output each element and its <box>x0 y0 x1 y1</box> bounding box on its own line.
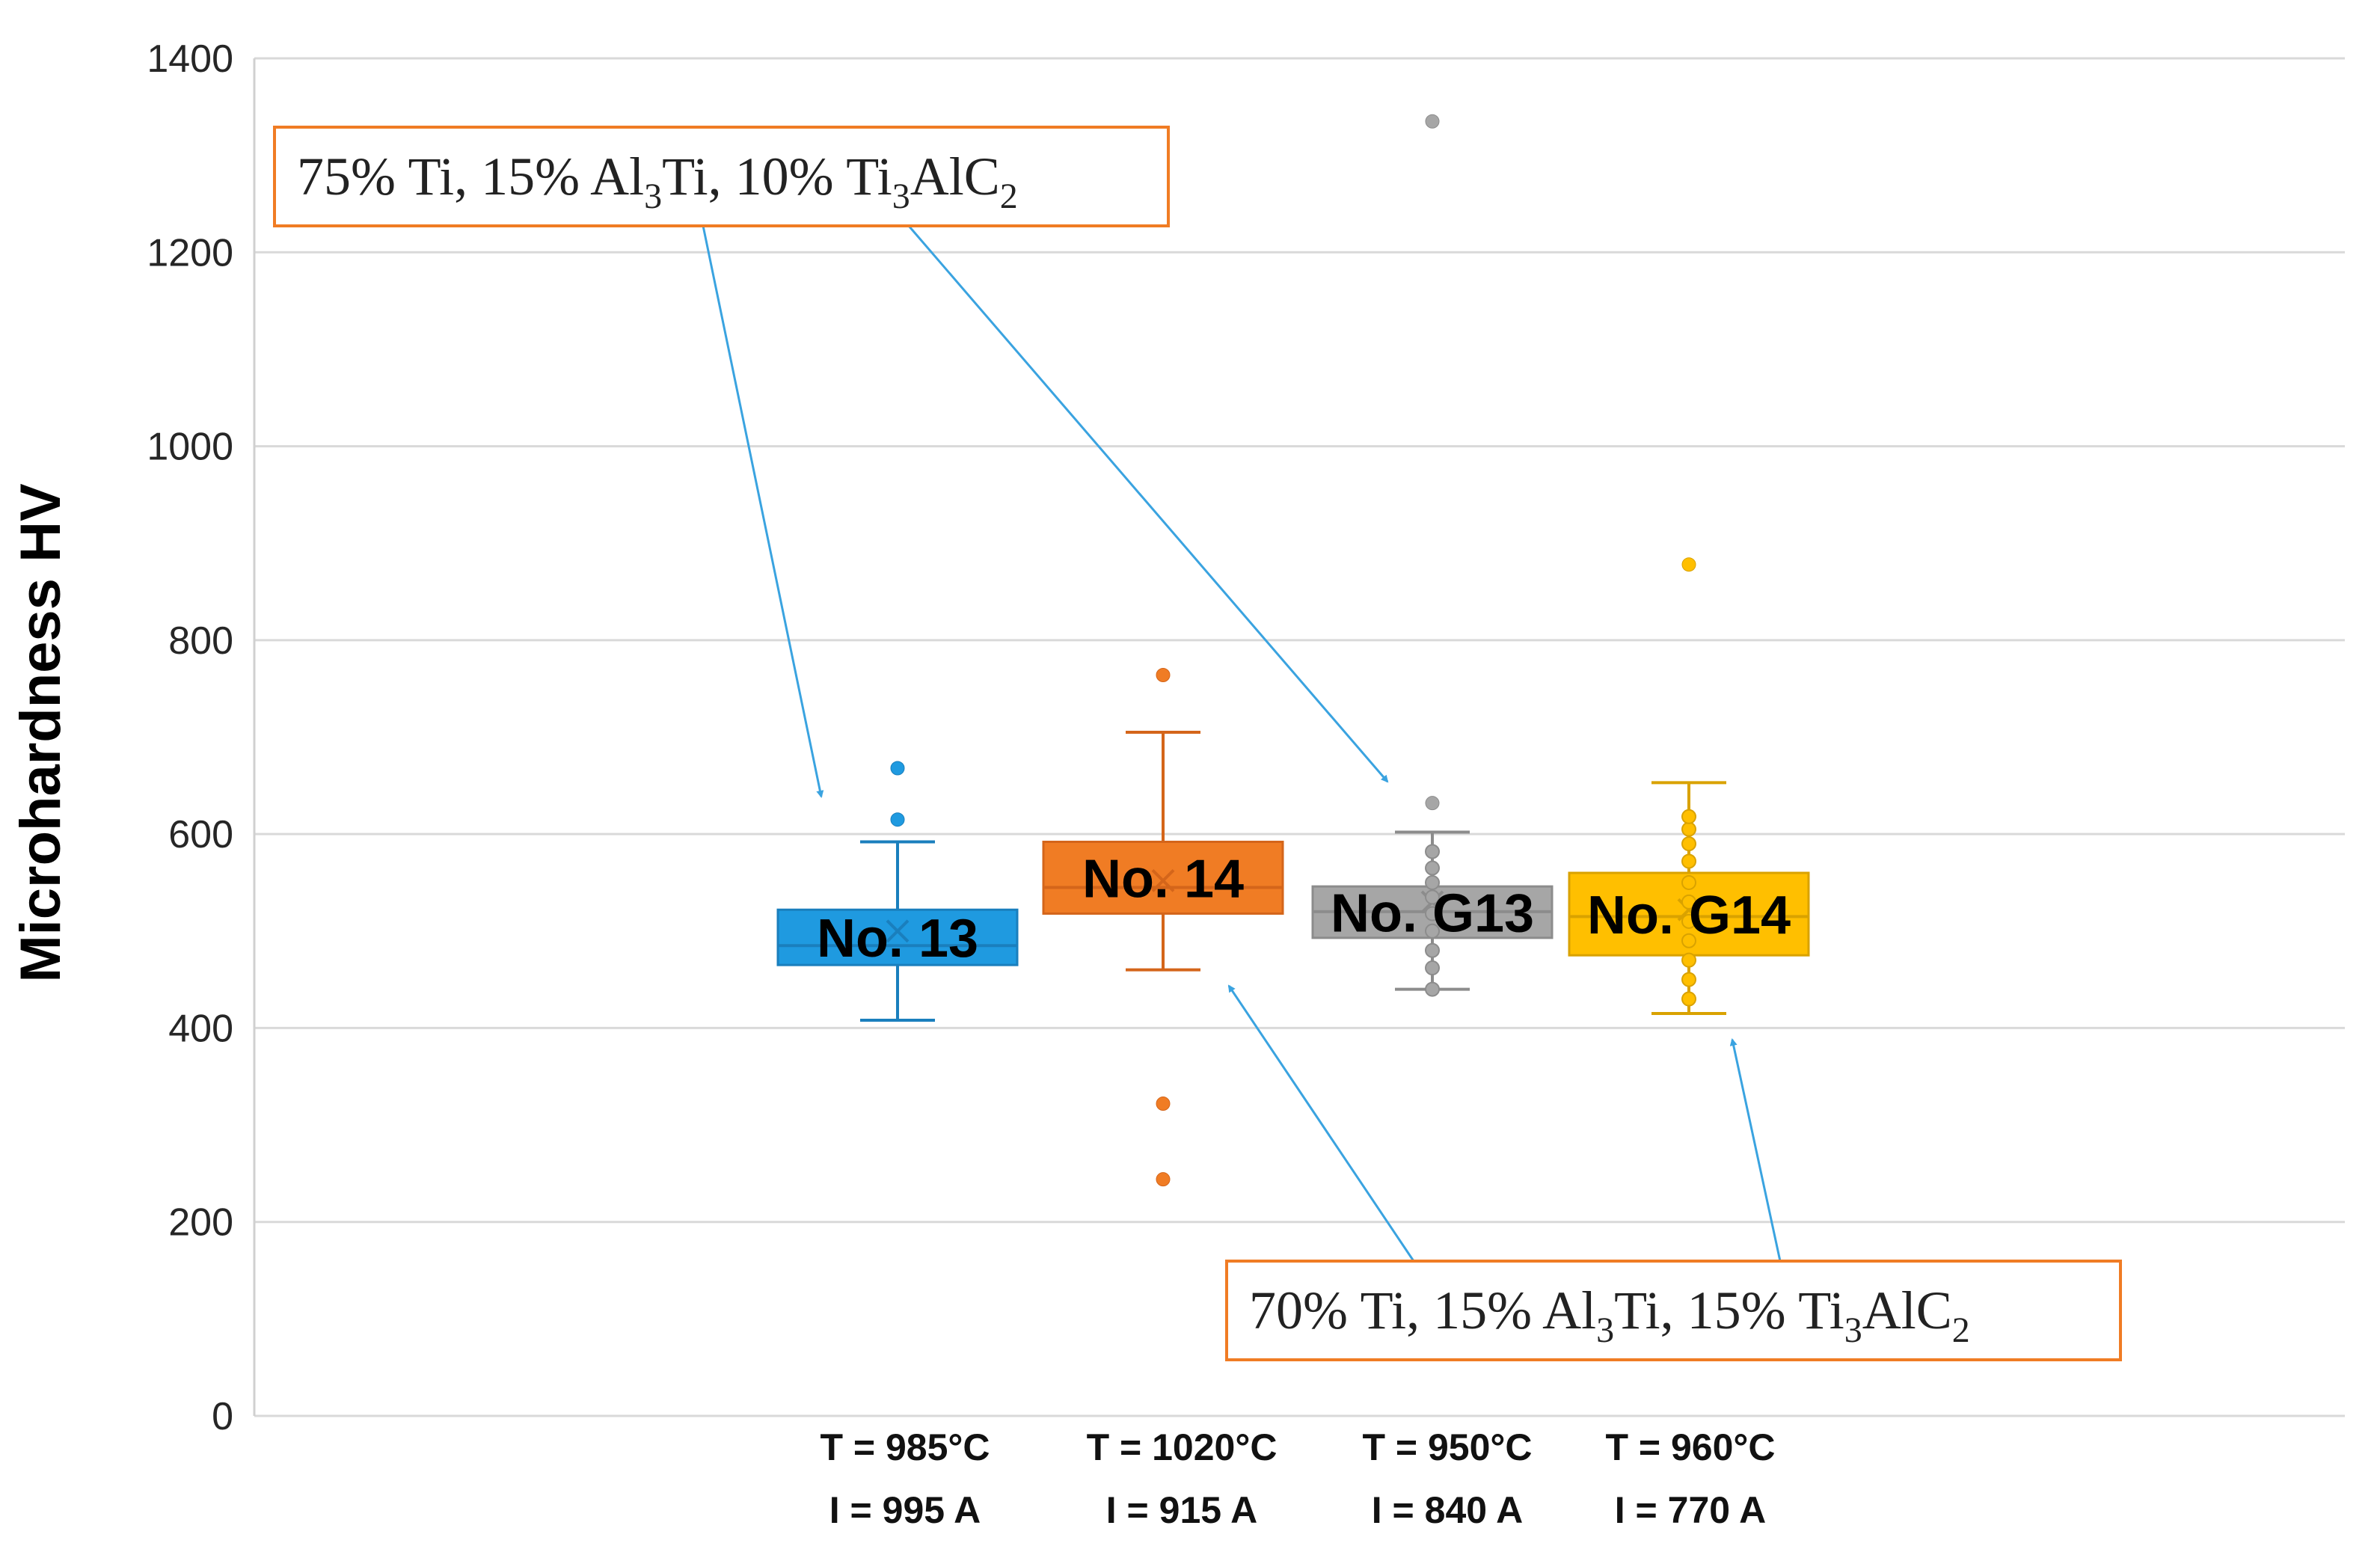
data-point <box>1425 923 1440 939</box>
axes: 0 200 400 600 800 1000 1200 1400 <box>147 37 256 1438</box>
outlier-point <box>1156 1172 1171 1187</box>
annotation-text: 70% Ti, 15% Al3Ti, 15% Ti3AlC2 <box>1249 1281 1970 1350</box>
category-label-current: I = 770 A <box>1615 1489 1766 1531</box>
data-point <box>1681 836 1696 852</box>
data-point <box>1681 874 1696 890</box>
category-label-temperature: T = 985°C <box>820 1426 990 1468</box>
outlier-point <box>1156 668 1171 683</box>
category-label-temperature: T = 950°C <box>1362 1426 1532 1468</box>
outlier-point <box>1425 114 1440 129</box>
box-1: No. 13 <box>776 761 1019 1022</box>
box-label: No. 13 <box>817 909 978 969</box>
y-tick-label: 600 <box>168 813 233 856</box>
box-label: No. G14 <box>1587 886 1791 945</box>
data-point <box>1425 874 1440 890</box>
box-2: No. 14 <box>1042 668 1284 1187</box>
data-point <box>1681 972 1696 987</box>
annotation-text-part: Ti, 10% Ti <box>662 147 892 206</box>
y-tick-label: 400 <box>168 1007 233 1050</box>
annotation-subscript: 2 <box>1952 1310 1970 1350</box>
box-body <box>776 908 1019 966</box>
data-point <box>1425 942 1440 958</box>
box-4: No. G14 <box>1568 557 1810 1015</box>
category-label-current: I = 840 A <box>1372 1489 1523 1531</box>
mean-marker <box>886 919 910 943</box>
annotation-text-part: 70% Ti, 15% Al <box>1249 1281 1596 1340</box>
category-labels: T = 985°C I = 995 A T = 1020°C I = 915 A T =… <box>820 1426 1775 1531</box>
category-label-current: I = 995 A <box>829 1489 981 1531</box>
annotation-arrows <box>702 225 1782 1262</box>
data-point <box>1681 933 1696 948</box>
box-label: No. 14 <box>1082 849 1244 909</box>
data-point <box>1425 906 1440 921</box>
annotation-subscript: 3 <box>644 177 662 216</box>
box-plots: No. 13 No. 14 No. G13 No. G14 <box>776 114 1810 1187</box>
outlier-point <box>890 761 905 776</box>
y-tick-label: 1000 <box>147 426 233 469</box>
annotation-subscript: 2 <box>1000 177 1018 216</box>
y-tick-label: 800 <box>168 619 233 663</box>
mean-marker <box>1151 868 1175 892</box>
box-label: No. G13 <box>1331 884 1534 944</box>
annotation-arrow <box>1729 1038 1782 1262</box>
data-point <box>1425 960 1440 976</box>
data-point <box>1681 821 1696 837</box>
y-tick-label: 0 <box>212 1395 233 1438</box>
data-point <box>1425 889 1440 905</box>
annotation-box <box>273 126 1170 227</box>
outlier-point <box>1681 557 1696 572</box>
annotation-subscript: 3 <box>1844 1310 1862 1350</box>
box-body <box>1042 841 1284 915</box>
annotation-subscript: 3 <box>892 177 910 216</box>
category-label-temperature: T = 960°C <box>1605 1426 1775 1468</box>
category-label-temperature: T = 1020°C <box>1087 1426 1278 1468</box>
y-axis-label: Microhardness HV <box>9 483 73 983</box>
annotation-text: 75% Ti, 15% Al3Ti, 10% Ti3AlC2 <box>297 147 1018 216</box>
gridlines <box>254 57 2345 1417</box>
y-tick-label: 200 <box>168 1201 233 1245</box>
annotation-arrow <box>907 225 1389 783</box>
data-point <box>1681 809 1696 824</box>
data-point <box>1425 981 1440 997</box>
data-point <box>1681 853 1696 869</box>
category-label-current: I = 915 A <box>1106 1489 1257 1531</box>
y-tick-label: 1400 <box>147 37 233 81</box>
data-point <box>1681 913 1696 929</box>
annotation-text-part: AlC <box>1862 1281 1952 1340</box>
annotation-bottom: 70% Ti, 15% Al3Ti, 15% Ti3AlC2 <box>1225 1260 2122 1361</box>
data-point <box>1681 952 1696 968</box>
box-3: No. G13 <box>1311 114 1554 997</box>
y-tick-label: 1200 <box>147 231 233 275</box>
data-point <box>1681 894 1696 910</box>
annotation-arrow <box>702 225 824 798</box>
annotation-text-part: Ti, 15% Ti <box>1614 1281 1844 1340</box>
data-point <box>1681 991 1696 1007</box>
annotation-box <box>1225 1260 2122 1361</box>
annotation-top: 75% Ti, 15% Al3Ti, 10% Ti3AlC2 <box>273 126 1170 227</box>
annotation-arrow <box>1227 984 1415 1262</box>
outlier-point <box>1156 1097 1171 1111</box>
annotation-text-part: AlC <box>910 147 1000 206</box>
outlier-point <box>890 812 905 827</box>
annotation-subscript: 3 <box>1596 1310 1614 1350</box>
annotation-text-part: 75% Ti, 15% Al <box>297 147 644 206</box>
outlier-point <box>1425 796 1440 811</box>
data-point <box>1425 860 1440 876</box>
data-point <box>1425 844 1440 859</box>
